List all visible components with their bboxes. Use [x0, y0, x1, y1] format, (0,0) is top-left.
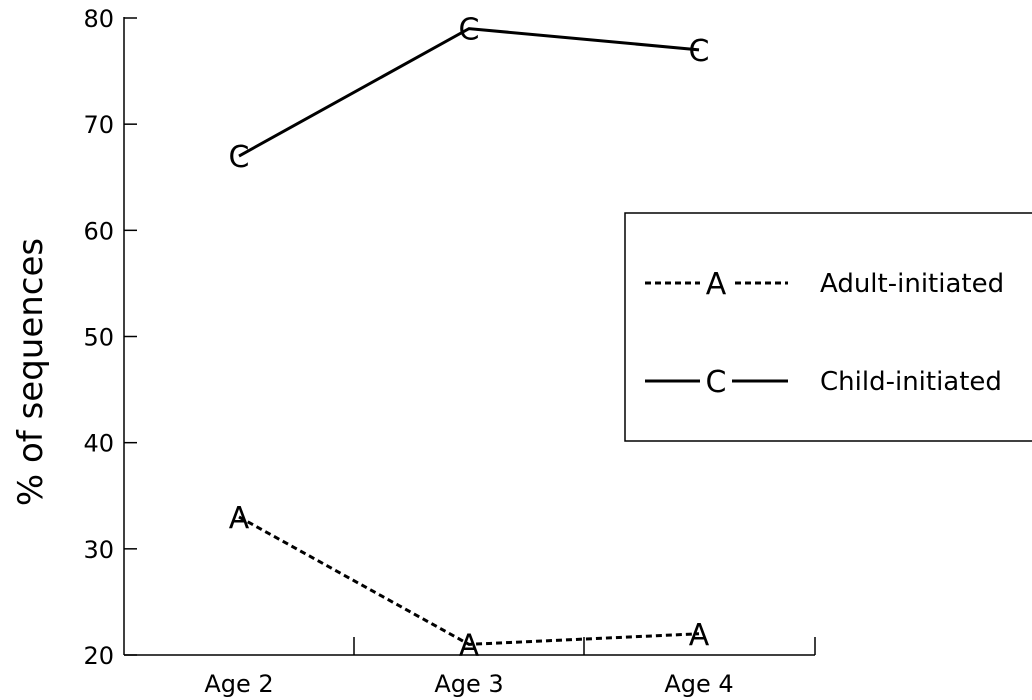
- series-line-0: [238, 515, 700, 646]
- data-point-marker: C: [459, 13, 480, 48]
- legend-label: Child-initiated: [820, 367, 1002, 397]
- legend-marker-bg: [700, 267, 732, 299]
- data-point-marker: C: [229, 140, 250, 175]
- y-tick-label: 50: [83, 324, 114, 352]
- legend: A Adult-initiated C Child-initiated: [624, 212, 1032, 442]
- x-tick-label: Age 2: [204, 670, 273, 698]
- data-point-marker: A: [459, 628, 480, 663]
- legend-label: Adult-initiated: [820, 269, 1004, 299]
- legend-box: [624, 212, 1032, 442]
- y-tick-label: 70: [83, 111, 114, 139]
- x-tick-label: Age 3: [434, 670, 503, 698]
- legend-marker: A: [706, 267, 727, 302]
- y-tick-label: 60: [83, 217, 114, 245]
- axes: 20 30 40 50 60 70 80 Age 2 Age 3 Age 4: [83, 5, 816, 698]
- data-point-marker: A: [689, 618, 710, 653]
- series-layer: A A A C C C: [229, 13, 710, 664]
- data-point-marker: A: [229, 501, 250, 536]
- y-axis-title: % of sequences: [11, 238, 51, 506]
- y-tick-label: 30: [83, 536, 114, 564]
- y-tick-label: 80: [83, 5, 114, 33]
- y-tick-label: 40: [83, 430, 114, 458]
- x-tick-label: Age 4: [664, 670, 733, 698]
- legend-marker: C: [706, 365, 727, 400]
- y-tick-label: 20: [83, 642, 114, 670]
- series-line-1: [238, 27, 700, 158]
- data-point-marker: C: [689, 34, 710, 69]
- legend-marker-bg: [700, 365, 732, 397]
